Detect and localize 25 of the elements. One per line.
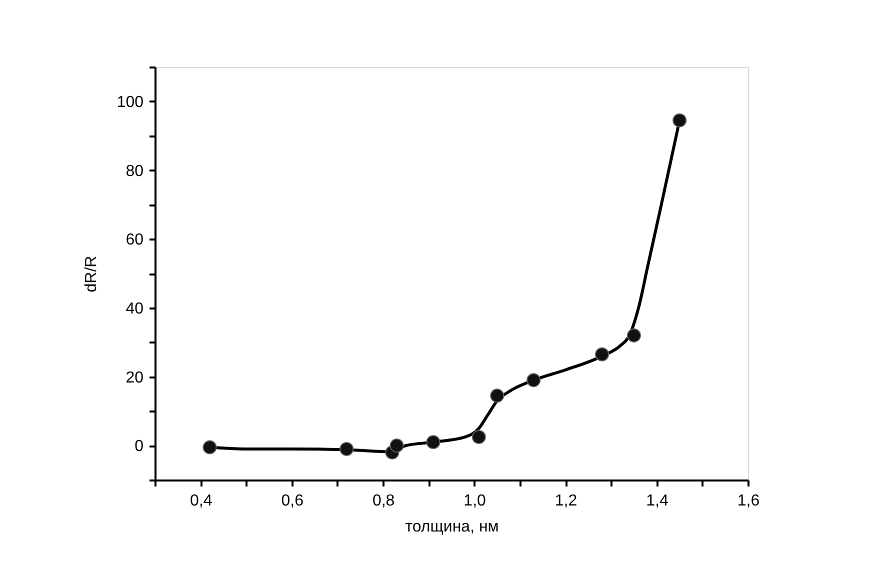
point <box>202 440 217 454</box>
x-tick-label: 0,6 <box>281 492 304 510</box>
x-axis-title: толщина, нм <box>405 518 499 536</box>
y-tick-label: 20 <box>126 369 144 386</box>
point <box>626 328 641 342</box>
y-tick-label: 100 <box>116 94 144 111</box>
point <box>595 347 610 362</box>
point <box>426 435 440 450</box>
x-tick-label: 1,2 <box>554 492 578 510</box>
x-tick-label: 0,4 <box>190 492 212 510</box>
y-tick-label: 0 <box>134 438 144 456</box>
point <box>490 388 504 403</box>
x-tick-label: 1,4 <box>646 492 668 510</box>
y-tick-label: 60 <box>126 232 144 249</box>
x-tick-label: 1,0 <box>464 492 486 510</box>
y-tick-label: 80 <box>126 162 144 180</box>
point <box>472 430 486 444</box>
y-axis-title: dR/R <box>82 256 100 292</box>
point <box>526 373 541 388</box>
point <box>672 113 687 128</box>
point <box>390 438 404 453</box>
y-tick-label: 40 <box>126 300 144 318</box>
x-tick-label: 1,6 <box>737 492 760 510</box>
x-tick-label: 0,8 <box>372 492 395 510</box>
point <box>340 442 354 456</box>
